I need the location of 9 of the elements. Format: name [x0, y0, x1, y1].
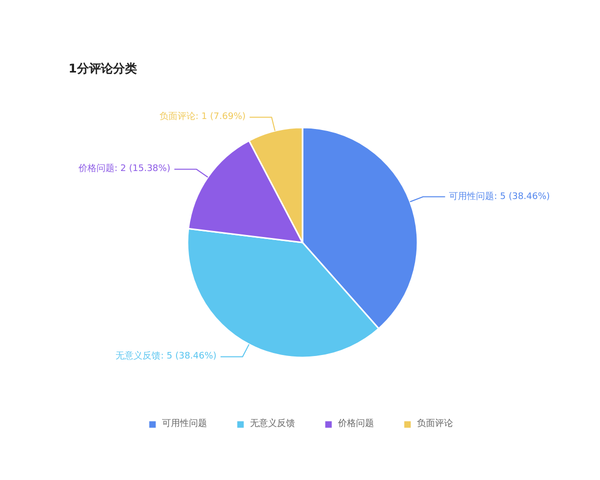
data-label: 价格问题: 2 (15.38%) [78, 163, 170, 174]
data-label: 可用性问题: 5 (38.46%) [449, 190, 550, 202]
legend-label: 无意义反馈 [250, 418, 295, 430]
legend-label: 价格问题 [338, 418, 374, 430]
data-label: 负面评论: 1 (7.69%) [160, 111, 246, 122]
data-label: 无意义反馈: 5 (38.46%) [116, 350, 217, 362]
legend-label: 可用性问题 [162, 418, 207, 430]
legend-label: 负面评论 [417, 418, 453, 430]
chart-title: 1分评论分类 [68, 62, 137, 76]
